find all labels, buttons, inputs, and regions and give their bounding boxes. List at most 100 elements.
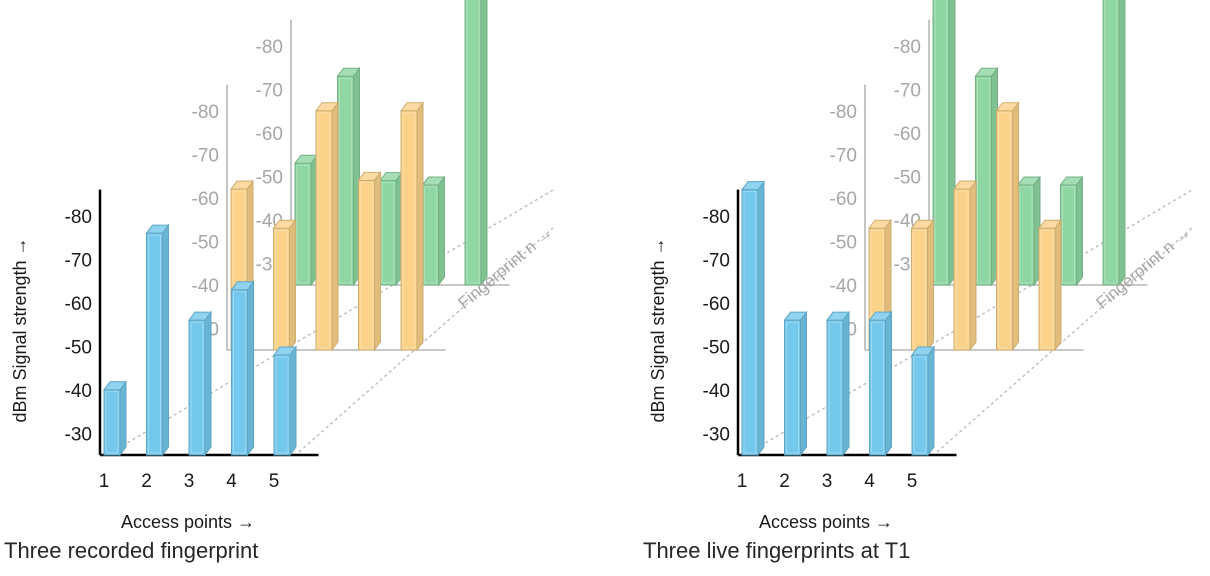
bar-highlight	[1040, 229, 1054, 349]
bar-highlight	[1062, 186, 1075, 284]
y-tick-label: -70	[703, 250, 730, 271]
bar-top	[103, 381, 127, 391]
y-tick-label: -50	[65, 337, 92, 358]
bar-2-2	[272, 218, 297, 352]
y-tick-label: -30	[65, 424, 92, 445]
y-axis-label: dBm Signal strength →	[10, 237, 30, 422]
bar-front	[1060, 184, 1077, 286]
plane-2: -30-40-50-60-70-80	[830, 84, 1084, 352]
bar-side	[1118, 0, 1126, 287]
bar-1-1	[103, 380, 127, 457]
x-axis-label: Access points →	[759, 512, 893, 532]
chart-recorded: -30-40-50-60-70-80-30-40-50-60-70-80-30-…	[10, 0, 556, 532]
bar-top	[273, 346, 297, 356]
bar-front	[996, 110, 1013, 351]
y-tick-label: -40	[65, 381, 92, 402]
bar-top	[272, 219, 297, 229]
y-tick-label: -70	[65, 250, 92, 271]
bar-2-3	[953, 179, 977, 352]
y-tick-label: -50	[192, 232, 219, 253]
bar-top	[357, 171, 382, 181]
y-tick-label: -70	[894, 80, 921, 101]
bar-3-5	[464, 0, 488, 287]
bar-highlight	[828, 321, 842, 454]
y-tick-label: -50	[830, 232, 857, 253]
bar-front	[1102, 0, 1120, 286]
bar-1-3	[826, 310, 850, 457]
y-tick-label: -80	[65, 207, 92, 228]
bar-top	[1059, 176, 1084, 186]
bar-3-1	[932, 0, 956, 287]
x-tick-label: 3	[822, 471, 833, 492]
bar-top	[783, 311, 808, 321]
bar-highlight	[148, 234, 161, 454]
bar-highlight	[339, 77, 352, 284]
y-tick-label: -70	[830, 145, 857, 166]
x-tick-label: 1	[99, 471, 110, 492]
bar-highlight	[233, 291, 246, 454]
bar-front	[953, 188, 971, 351]
bar-top	[910, 219, 935, 229]
bar-top	[188, 311, 212, 321]
y-axis-label: dBm Signal strength →	[648, 237, 668, 422]
bar-front	[1038, 227, 1056, 351]
bar-3-2	[974, 66, 999, 287]
y-tick-label: -60	[65, 294, 92, 315]
caption-recorded: Three recorded fingerprint	[4, 538, 259, 563]
bar-side	[119, 380, 127, 457]
bar-front	[869, 319, 886, 456]
bar-side	[927, 218, 934, 352]
bar-3-3	[379, 171, 403, 287]
bar-side	[969, 179, 977, 352]
bar-front	[784, 319, 801, 456]
bar-top	[741, 181, 765, 191]
bar-highlight	[275, 356, 289, 454]
bar-top	[826, 311, 850, 321]
bar-highlight	[296, 164, 310, 284]
bar-top	[145, 224, 170, 234]
caption-live: Three live fingerprints at T1	[643, 538, 911, 563]
x-tick-label: 4	[864, 471, 875, 492]
bar-top	[230, 281, 255, 291]
x-tick-label: 5	[907, 471, 918, 492]
bar-highlight	[934, 0, 948, 284]
y-tick-label: -80	[894, 37, 921, 58]
bar-top	[400, 102, 424, 112]
bar-top	[336, 67, 361, 77]
bar-front	[911, 227, 928, 351]
x-tick-label: 5	[269, 471, 280, 492]
y-tick-label: -60	[894, 124, 921, 145]
y-tick-label: -50	[703, 337, 730, 358]
bar-highlight	[360, 181, 373, 349]
bar-highlight	[998, 112, 1011, 349]
y-tick-label: -50	[256, 167, 283, 188]
bar-side	[757, 180, 765, 457]
chart-live: -30-40-50-60-70-80-30-40-50-60-70-80-30-…	[648, 0, 1194, 532]
y-tick-label: -40	[192, 276, 219, 297]
bar-1-5	[273, 345, 297, 457]
bar-side	[885, 310, 892, 457]
bar-side	[331, 101, 339, 352]
bar-front	[103, 389, 121, 456]
bar-highlight	[871, 321, 884, 454]
bar-highlight	[955, 190, 969, 349]
bar-highlight	[190, 321, 204, 454]
bar-side	[1012, 101, 1019, 352]
y-tick-label: -50	[894, 167, 921, 188]
depth-guide-line	[298, 227, 554, 453]
y-tick-label: -80	[192, 102, 219, 123]
bar-2-3	[315, 101, 339, 352]
bar-highlight	[786, 321, 799, 454]
bar-highlight	[317, 112, 331, 349]
bar-2-2	[910, 218, 935, 352]
bar-top	[995, 102, 1020, 112]
x-tick-label: 3	[184, 471, 195, 492]
bar-top	[953, 180, 977, 190]
y-tick-label: -60	[256, 124, 283, 145]
bar-side	[438, 175, 445, 287]
bar-top	[315, 102, 339, 112]
bar-top	[868, 219, 892, 229]
bar-2-5	[400, 101, 424, 352]
y-tick-label: -30	[703, 424, 730, 445]
